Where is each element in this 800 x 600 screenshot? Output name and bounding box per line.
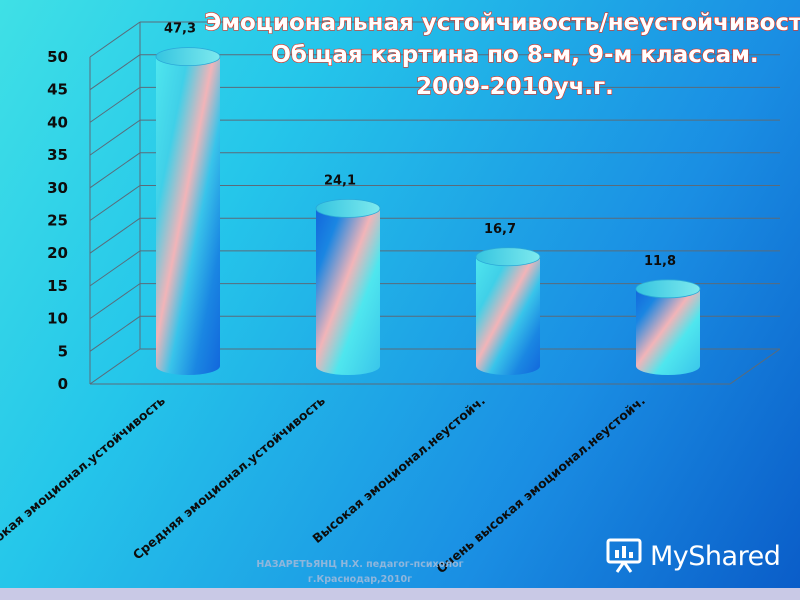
bar-top: [315, 198, 381, 218]
gridline-diagonal: [89, 315, 141, 352]
bar-top: [475, 247, 541, 267]
y-tick-label: 20: [47, 244, 68, 262]
y-axis: 0 5 10 15 20 25 30 35 40 45 50: [47, 48, 68, 393]
y-tick-label: 35: [47, 146, 68, 164]
category-label: Средняя эмоционал.устойчивость: [130, 393, 328, 563]
floor-right-line: [729, 348, 781, 385]
grid-layer: [89, 21, 781, 385]
y-tick-label: 5: [58, 342, 68, 360]
credit-line-1: НАЗАРЕТЬЯНЦ Н.Х. педагог-психолог: [256, 559, 464, 570]
gridline-diagonal: [89, 21, 141, 58]
title-line: 2009-2010уч.г.: [416, 74, 614, 100]
y-tick-label: 50: [47, 48, 68, 66]
bars-layer: [155, 47, 701, 376]
data-label: 24,1: [324, 173, 356, 188]
gridline-diagonal: [89, 185, 141, 221]
category-label: Высокая эмоционал.устойчивость: [0, 393, 168, 563]
credit-line-2: г.Краснодар,2010г: [307, 574, 413, 585]
y-tick-label: 15: [47, 277, 68, 295]
bar-body: [636, 288, 700, 375]
y-tick-label: 0: [58, 375, 68, 393]
bar: [635, 279, 701, 375]
gridline-diagonal: [89, 119, 141, 156]
bottom-strip: [0, 588, 800, 600]
y-tick-label: 10: [47, 310, 68, 328]
bar: [315, 198, 381, 375]
y-tick-label: 25: [47, 212, 68, 230]
gridline-diagonal: [89, 348, 141, 385]
myshared-logo[interactable]: MyShared: [606, 534, 786, 578]
category-label: Высокая эмоционал.неустойч.: [309, 393, 488, 546]
bar-top: [635, 279, 701, 299]
author-credit: НАЗАРЕТЬЯНЦ Н.Х. педагог-психолог г.Крас…: [250, 557, 470, 587]
bar-body: [476, 256, 540, 375]
title-line: Общая картина по 8-м, 9-м классам.: [271, 42, 758, 68]
gridline-diagonal: [89, 250, 141, 287]
title-line: Эмоциональная устойчивость/неустойчивост…: [204, 10, 800, 36]
y-tick-label: 30: [47, 179, 68, 197]
gridline-diagonal: [89, 86, 141, 123]
logo-text: MyShared: [650, 540, 781, 572]
bar-body: [156, 56, 220, 376]
gridline-diagonal: [89, 152, 141, 189]
data-label: 16,7: [484, 222, 516, 237]
gridline-diagonal: [89, 217, 141, 254]
bar: [155, 47, 221, 376]
y-tick-label: 45: [47, 81, 68, 99]
bar-body: [316, 208, 380, 375]
gridline-diagonal: [89, 54, 141, 91]
chart-title: Эмоциональная устойчивость/неустойчивост…: [204, 9, 800, 100]
data-label: 47,3: [164, 22, 196, 37]
presentation-board-icon: [606, 538, 642, 573]
bar-top: [155, 47, 221, 67]
data-label: 11,8: [644, 254, 676, 269]
y-tick-label: 40: [47, 113, 68, 131]
bar: [475, 247, 541, 375]
gridline-diagonal: [89, 283, 141, 320]
